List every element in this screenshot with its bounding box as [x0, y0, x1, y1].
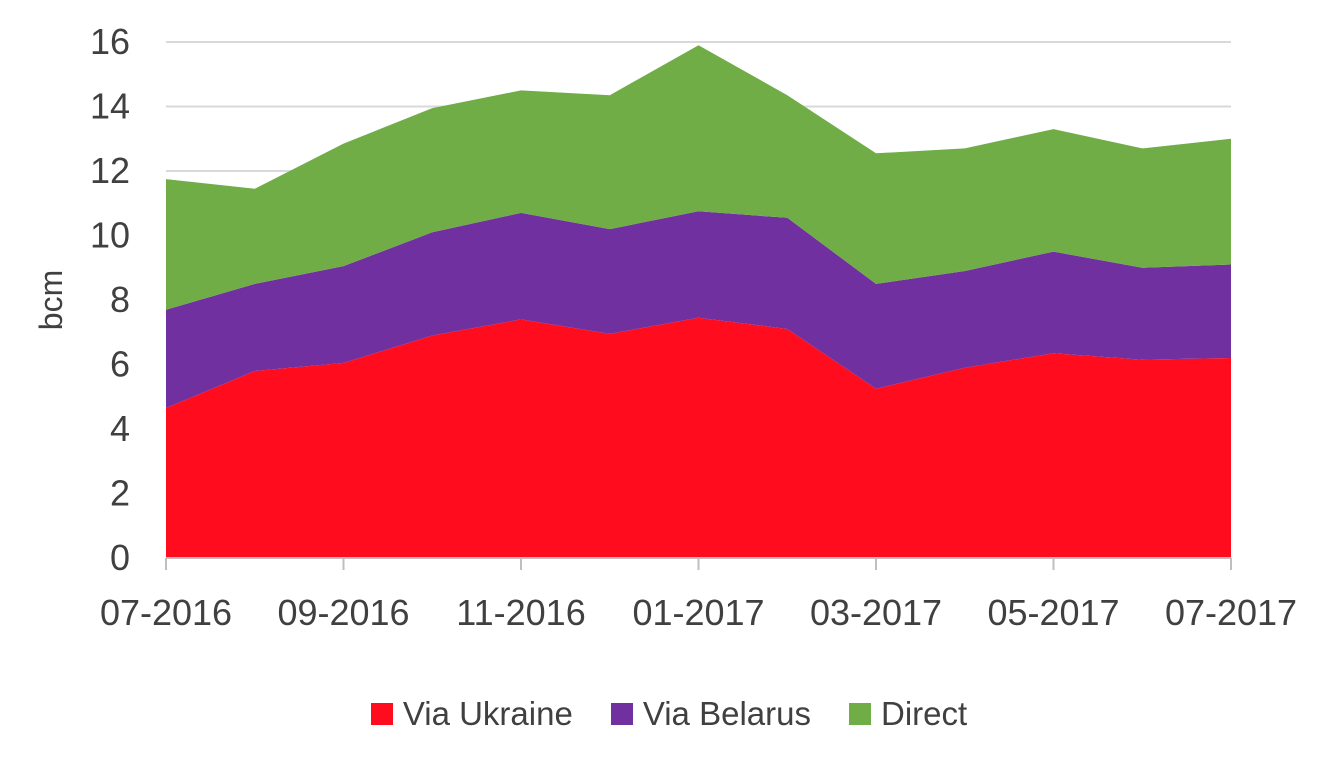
area-direct [166, 45, 1231, 310]
axes [165, 557, 1232, 570]
y-tick-label: 12 [90, 150, 130, 191]
x-tick-label: 11-2016 [456, 592, 585, 633]
area-via-ukraine [166, 317, 1231, 558]
x-tick-label: 09-2016 [277, 592, 409, 633]
x-tick-labels: 07-2016 09-2016 11-2016 01-2017 03-2017 05-20… [100, 592, 1297, 633]
legend-item-via-belarus: Via Belarus [610, 695, 811, 733]
legend-item-via-ukraine: Via Ukraine [370, 695, 573, 733]
legend-label-via-ukraine: Via Ukraine [402, 695, 573, 732]
y-tick-label: 4 [110, 408, 130, 449]
legend-label-via-belarus: Via Belarus [642, 695, 811, 732]
x-tick-label: 03-2017 [810, 592, 942, 633]
y-tick-label: 2 [110, 473, 130, 514]
y-tick-label: 6 [110, 344, 130, 385]
y-tick-label: 8 [110, 279, 130, 320]
x-tick-label: 07-2017 [1165, 592, 1297, 633]
stacked-area-chart: 0 2 4 6 8 10 12 14 16 07-2016 09-2016 11-2016 01-20… [33, 21, 1297, 633]
y-tick-label: 0 [110, 537, 130, 578]
x-tick-label: 05-2017 [987, 592, 1119, 633]
area-via-belarus [166, 211, 1231, 408]
y-tick-label: 14 [90, 86, 130, 127]
y-tick-label: 16 [90, 21, 130, 62]
y-tick-labels: 0 2 4 6 8 10 12 14 16 [90, 21, 130, 578]
legend-swatch-via-ukraine [370, 703, 393, 725]
y-axis-label: bcm [33, 270, 69, 330]
legend-swatch-direct [848, 703, 871, 725]
x-tick-label: 07-2016 [100, 592, 232, 633]
y-tick-label: 10 [90, 215, 130, 256]
x-tick-label: 01-2017 [632, 592, 764, 633]
legend: Via Ukraine Via Belarus Direct [0, 695, 1338, 733]
legend-swatch-via-belarus [610, 703, 633, 725]
legend-item-direct: Direct [848, 695, 968, 733]
series-areas [166, 45, 1231, 558]
legend-label-direct: Direct [880, 695, 968, 732]
